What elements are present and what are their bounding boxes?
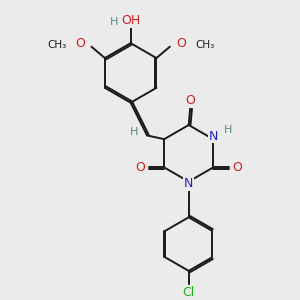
Text: OH: OH xyxy=(121,14,140,27)
Text: CH₃: CH₃ xyxy=(195,40,214,50)
Text: N: N xyxy=(208,130,218,143)
Text: O: O xyxy=(75,37,85,50)
Text: N: N xyxy=(184,178,194,190)
Text: CH₃: CH₃ xyxy=(47,40,66,50)
Text: H: H xyxy=(110,17,118,27)
Text: O: O xyxy=(135,161,145,174)
Text: H: H xyxy=(224,124,232,135)
Text: O: O xyxy=(185,94,195,107)
Text: H: H xyxy=(129,128,138,137)
Text: O: O xyxy=(233,161,242,174)
Text: Cl: Cl xyxy=(183,286,195,299)
Text: O: O xyxy=(176,37,186,50)
